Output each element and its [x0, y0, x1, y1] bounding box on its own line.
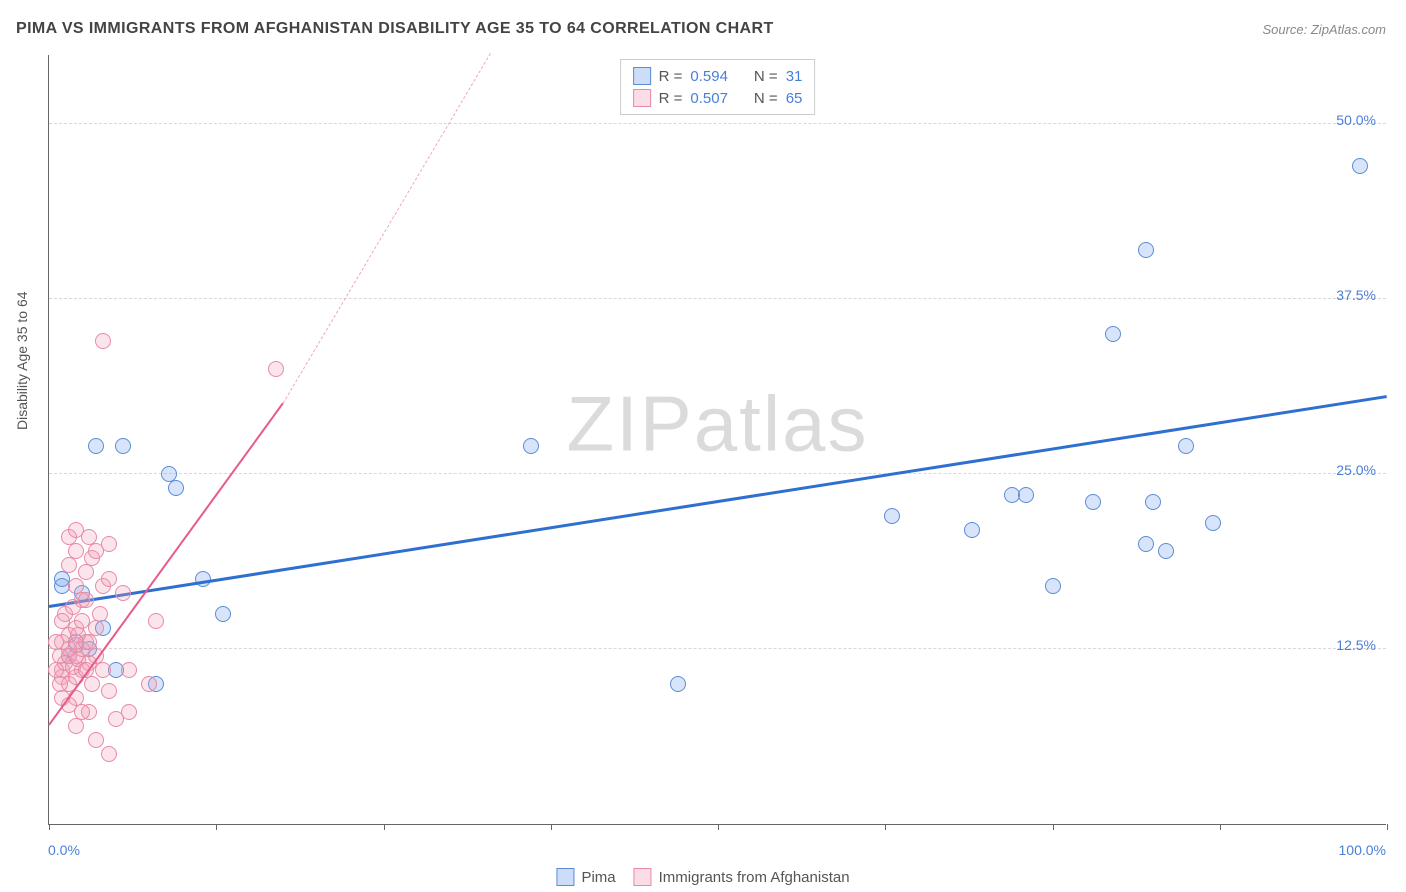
watermark: ZIPatlas [566, 379, 868, 470]
legend-stats: R = 0.594 N = 31 R = 0.507 N = 65 [620, 59, 816, 115]
x-tick [49, 824, 50, 830]
y-tick-label: 50.0% [1336, 112, 1376, 128]
data-point [84, 676, 100, 692]
data-point [141, 676, 157, 692]
x-tick [718, 824, 719, 830]
data-point [523, 438, 539, 454]
data-point [1085, 494, 1101, 510]
data-point [884, 508, 900, 524]
data-point [78, 564, 94, 580]
y-tick-label: 12.5% [1336, 637, 1376, 653]
x-max-label: 100.0% [1339, 842, 1386, 858]
data-point [1145, 494, 1161, 510]
source-label: Source: ZipAtlas.com [1262, 22, 1386, 37]
trendline [49, 395, 1387, 607]
x-tick [1220, 824, 1221, 830]
data-point [52, 676, 68, 692]
data-point [115, 438, 131, 454]
data-point [101, 683, 117, 699]
data-point [88, 620, 104, 636]
data-point [61, 557, 77, 573]
x-tick [1387, 824, 1388, 830]
data-point [1178, 438, 1194, 454]
data-point [1352, 158, 1368, 174]
data-point [148, 613, 164, 629]
x-min-label: 0.0% [48, 842, 80, 858]
data-point [168, 480, 184, 496]
gridline [49, 123, 1386, 124]
data-point [101, 571, 117, 587]
data-point [268, 361, 284, 377]
data-point [101, 746, 117, 762]
data-point [1105, 326, 1121, 342]
data-point [78, 634, 94, 650]
data-point [121, 662, 137, 678]
data-point [88, 732, 104, 748]
n-label: N = [754, 90, 778, 107]
data-point [1205, 515, 1221, 531]
data-point [88, 438, 104, 454]
data-point [115, 585, 131, 601]
legend-swatch-pima [556, 868, 574, 886]
data-point [121, 704, 137, 720]
gridline [49, 298, 1386, 299]
data-point [68, 718, 84, 734]
y-axis-label: Disability Age 35 to 64 [14, 291, 30, 430]
x-tick [885, 824, 886, 830]
legend-swatch-immigrants [633, 89, 651, 107]
n-value-immigrants: 65 [786, 90, 803, 107]
data-point [54, 613, 70, 629]
gridline [49, 473, 1386, 474]
data-point [81, 529, 97, 545]
plot-area: ZIPatlas R = 0.594 N = 31 R = 0.507 N = … [48, 55, 1386, 825]
gridline [49, 648, 1386, 649]
legend-series: Pima Immigrants from Afghanistan [556, 868, 849, 886]
y-tick-label: 37.5% [1336, 287, 1376, 303]
x-tick [1053, 824, 1054, 830]
chart-container: PIMA VS IMMIGRANTS FROM AFGHANISTAN DISA… [0, 0, 1406, 892]
data-point [48, 662, 64, 678]
x-tick [384, 824, 385, 830]
chart-title: PIMA VS IMMIGRANTS FROM AFGHANISTAN DISA… [16, 20, 774, 38]
data-point [95, 662, 111, 678]
legend-swatch-immigrants [634, 868, 652, 886]
legend-label-immigrants: Immigrants from Afghanistan [659, 869, 850, 886]
legend-swatch-pima [633, 67, 651, 85]
legend-stats-row: R = 0.594 N = 31 [633, 65, 803, 87]
r-value-pima: 0.594 [690, 68, 728, 85]
data-point [1138, 536, 1154, 552]
data-point [78, 592, 94, 608]
data-point [1045, 578, 1061, 594]
data-point [68, 578, 84, 594]
data-point [964, 522, 980, 538]
trendline-extrapolated [283, 53, 491, 404]
data-point [670, 676, 686, 692]
data-point [1018, 487, 1034, 503]
r-label: R = [659, 90, 683, 107]
y-tick-label: 25.0% [1336, 462, 1376, 478]
r-label: R = [659, 68, 683, 85]
legend-label-pima: Pima [581, 869, 615, 886]
data-point [95, 333, 111, 349]
data-point [1138, 242, 1154, 258]
n-value-pima: 31 [786, 68, 803, 85]
legend-item-immigrants: Immigrants from Afghanistan [634, 868, 850, 886]
x-tick [551, 824, 552, 830]
n-label: N = [754, 68, 778, 85]
data-point [215, 606, 231, 622]
x-tick [216, 824, 217, 830]
r-value-immigrants: 0.507 [690, 90, 728, 107]
data-point [101, 536, 117, 552]
legend-stats-row: R = 0.507 N = 65 [633, 87, 803, 109]
legend-item-pima: Pima [556, 868, 615, 886]
data-point [1158, 543, 1174, 559]
